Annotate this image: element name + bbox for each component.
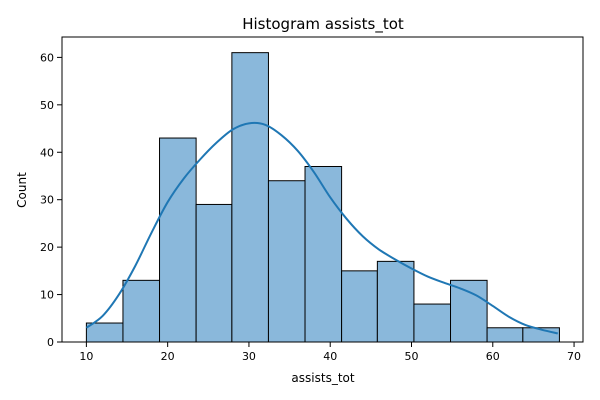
histogram-bar-3 xyxy=(195,203,233,343)
histogram-bar-11 xyxy=(486,327,524,343)
x-tick-label: 10 xyxy=(79,350,93,363)
x-tick-label: 40 xyxy=(323,350,337,363)
histogram-bar-9 xyxy=(413,303,452,343)
x-axis-ticks: 10 20 30 40 50 60 70 xyxy=(79,342,581,363)
y-tick-label: 20 xyxy=(40,241,54,254)
x-tick-label: 50 xyxy=(405,350,419,363)
y-tick-label: 60 xyxy=(40,51,54,64)
histogram-bar-8 xyxy=(376,260,415,343)
x-tick-label: 30 xyxy=(242,350,256,363)
y-tick-label: 0 xyxy=(47,336,54,349)
bars-group xyxy=(85,52,560,343)
x-tick-label: 20 xyxy=(161,350,175,363)
x-tick-label: 70 xyxy=(567,350,581,363)
y-axis-label: Count xyxy=(15,172,29,208)
x-axis-label: assists_tot xyxy=(291,371,354,385)
histogram-bar-0 xyxy=(85,322,124,343)
histogram-bar-1 xyxy=(122,279,161,343)
axes-frame xyxy=(61,36,584,343)
y-tick-label: 40 xyxy=(40,146,54,159)
histogram-bar-4 xyxy=(231,52,269,343)
kde-curve xyxy=(85,121,559,335)
histogram-bar-7 xyxy=(341,270,378,343)
y-tick-label: 50 xyxy=(40,99,54,112)
y-tick-label: 30 xyxy=(40,194,54,207)
y-axis-ticks: 0 10 20 30 40 50 60 xyxy=(40,51,62,349)
histogram-bar-10 xyxy=(450,279,488,343)
histogram-bar-5 xyxy=(267,180,306,343)
chart-title: Histogram assists_tot xyxy=(242,15,404,34)
histogram-bar-6 xyxy=(304,165,343,343)
x-tick-label: 60 xyxy=(486,350,500,363)
y-tick-label: 10 xyxy=(40,289,54,302)
